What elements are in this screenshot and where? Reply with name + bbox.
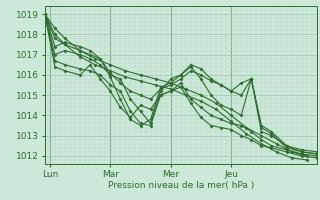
X-axis label: Pression niveau de la mer( hPa ): Pression niveau de la mer( hPa ) [108, 181, 254, 190]
